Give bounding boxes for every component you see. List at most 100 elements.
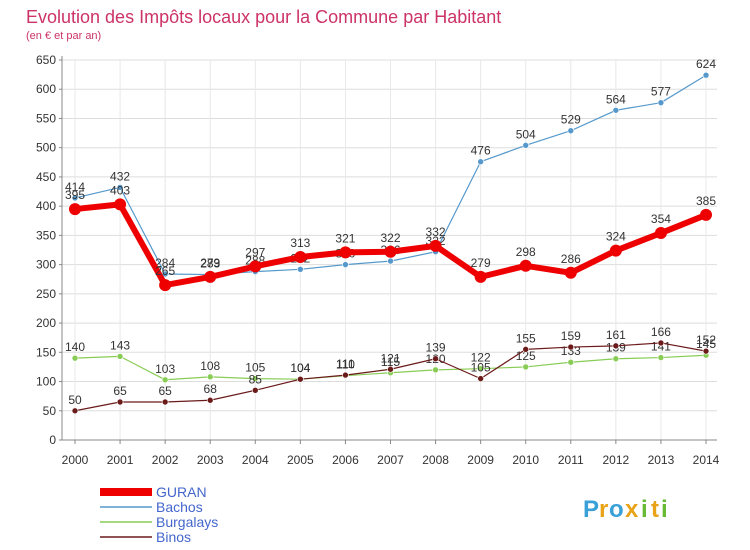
axes [59, 56, 717, 444]
data-label: 279 [471, 256, 491, 270]
legend-label: Burgalays [156, 514, 218, 530]
data-label: 121 [380, 351, 400, 365]
data-label: 322 [380, 231, 400, 245]
data-label: 624 [696, 57, 716, 71]
data-label: 85 [249, 372, 263, 386]
data-point [654, 227, 667, 240]
data-point [294, 251, 307, 264]
data-label: 115 [381, 355, 400, 369]
logo-letter: t [651, 496, 659, 523]
data-point [387, 365, 394, 373]
data-point [159, 279, 172, 292]
data-point [477, 375, 484, 382]
data-label: 159 [561, 329, 581, 343]
data-label: 265 [155, 264, 175, 278]
data-point [204, 270, 217, 283]
series-group: 4144322842832882923003063224765045295645… [65, 57, 716, 415]
y-tick-label: 650 [36, 53, 56, 67]
y-tick-label: 600 [36, 82, 56, 96]
data-label: 155 [516, 331, 536, 345]
data-point [206, 396, 214, 404]
x-tick-label: 2005 [287, 453, 314, 467]
x-tick-label: 2009 [467, 453, 494, 467]
data-label: 104 [290, 361, 310, 375]
data-label: 143 [110, 338, 130, 352]
data-point [71, 407, 79, 415]
data-label: 385 [696, 194, 716, 208]
data-point [612, 106, 620, 114]
logo-letter: x [625, 496, 639, 523]
data-label: 108 [200, 359, 220, 373]
data-point [432, 355, 439, 363]
data-point [432, 366, 439, 374]
data-point [477, 158, 484, 166]
x-tick-labels: 2000 2001 2002 2003 2004 2005 2006 2007 2008 2009… [62, 453, 720, 467]
logo-letter: i [661, 496, 668, 523]
data-point [342, 261, 349, 268]
y-tick-label: 400 [36, 199, 56, 213]
series-binos: 50 65 65 68 85 104 111 121 139 105 155 159 161 166 152 [68, 325, 716, 415]
data-point [384, 245, 397, 258]
data-label: 161 [606, 328, 626, 342]
y-tick-labels: 0 50 100 150 200 250 300 350 400 450 500 550 600 650 [36, 53, 56, 447]
y-tick-label: 200 [36, 316, 56, 330]
data-point [519, 259, 532, 272]
data-label: 313 [290, 236, 310, 250]
data-point [161, 398, 169, 406]
legend-label: Binos [156, 529, 191, 545]
data-point [69, 203, 81, 216]
data-label: 324 [606, 230, 626, 244]
data-point [116, 184, 124, 191]
y-tick-label: 150 [36, 345, 56, 359]
x-tick-label: 2001 [107, 453, 134, 467]
data-label: 122 [471, 351, 491, 365]
data-point [477, 365, 484, 372]
x-tick-label: 2007 [377, 453, 404, 467]
data-point [567, 127, 575, 135]
y-tick-label: 250 [36, 287, 56, 301]
data-label: 529 [561, 113, 581, 127]
x-tick-label: 2003 [197, 453, 224, 467]
logo-letter: P [583, 496, 599, 523]
data-label: 414 [65, 180, 85, 194]
data-point [702, 347, 710, 355]
data-label: 284 [155, 256, 175, 270]
data-point [567, 358, 575, 366]
data-point [429, 239, 442, 252]
data-point [702, 71, 710, 79]
y-tick-label: 350 [36, 228, 56, 242]
data-point [657, 99, 665, 106]
logo-letter: i [641, 496, 648, 523]
data-point [251, 387, 259, 394]
data-point [522, 346, 530, 353]
y-tick-label: 0 [49, 433, 56, 447]
data-label: 298 [516, 245, 536, 259]
data-point [71, 354, 79, 362]
data-point [474, 270, 487, 283]
data-point [206, 373, 214, 381]
data-point [700, 208, 712, 221]
y-tick-label: 50 [43, 404, 57, 418]
x-tick-label: 2004 [242, 453, 269, 467]
data-label: 105 [245, 361, 265, 375]
chart-subtitle: (en € et par an) [26, 30, 101, 42]
x-tick-label: 2006 [332, 453, 359, 467]
x-tick-label: 2011 [558, 453, 584, 467]
x-tick-label: 2013 [648, 453, 675, 467]
data-point [161, 376, 169, 384]
data-label: 279 [200, 256, 220, 270]
x-tick-label: 2008 [422, 453, 449, 467]
data-label: 68 [204, 382, 218, 396]
data-label: 105 [471, 361, 491, 375]
logo-letter: r [599, 496, 608, 523]
data-label: 432 [110, 169, 130, 183]
data-point [251, 375, 259, 382]
data-point [116, 353, 124, 360]
legend-label: GURAN [156, 484, 207, 500]
x-tick-label: 2014 [693, 453, 720, 467]
data-label: 504 [516, 127, 536, 141]
data-label: 321 [335, 231, 355, 245]
data-label: 577 [651, 85, 671, 99]
